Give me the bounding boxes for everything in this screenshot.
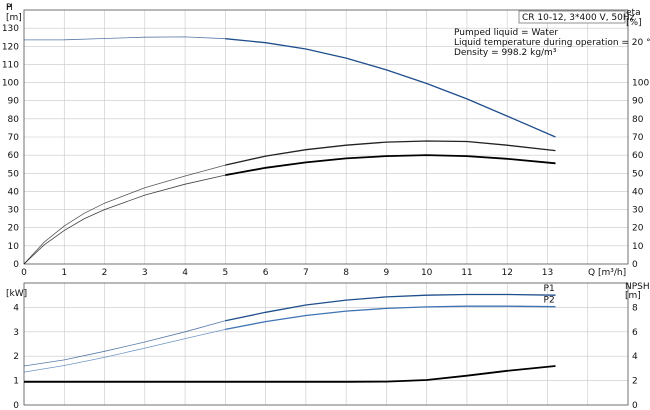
left-axis-tick-label: 110 (2, 60, 19, 70)
x-axis-title: Q [m³/h] (588, 268, 626, 278)
right-axis-unit: [m] (625, 291, 641, 301)
right-axis-tick-label: 40 (632, 187, 644, 197)
series-line-extended (23, 36, 226, 41)
x-axis-tick-label: 3 (142, 268, 148, 278)
right-axis-tick-label: 60 (632, 151, 644, 161)
right-axis-tick-label: 0 (632, 260, 638, 270)
left-axis-tick-label: 3 (13, 328, 19, 338)
left-axis-unit: [kW] (6, 289, 27, 299)
left-axis-unit: [m] (6, 13, 22, 23)
right-axis-tick-label: 8 (632, 303, 638, 313)
head-efficiency-panel: 0102030405060708090100110120130010203040… (2, 3, 650, 278)
x-axis-tick-label: 6 (263, 268, 269, 278)
left-axis-tick-label: 60 (8, 151, 20, 161)
left-axis-tick-label: 1 (13, 377, 19, 387)
left-axis-tick-label: 20 (8, 224, 20, 234)
right-axis-tick-label: 100 (632, 79, 649, 89)
left-axis-tick-label: 40 (8, 187, 20, 197)
left-axis-title: P (6, 3, 12, 13)
series-line-extended (23, 329, 226, 373)
right-axis-tick-label: 4 (632, 352, 638, 362)
x-axis-tick-label: 11 (461, 268, 472, 278)
right-axis-tick-label: 6 (632, 328, 638, 338)
left-axis-tick-label: 100 (2, 79, 19, 89)
left-axis-tick-label: 2 (13, 352, 19, 362)
x-axis-tick-label: 5 (222, 268, 228, 278)
left-axis-tick-label: 120 (2, 42, 19, 52)
x-axis-tick-label: 8 (343, 268, 349, 278)
series-label: P2 (544, 296, 555, 306)
condition-line: Liquid temperature during operation = 20… (454, 38, 650, 48)
x-axis-tick-label: 9 (384, 268, 390, 278)
x-axis-tick-label: 13 (542, 268, 553, 278)
series-line (225, 293, 556, 322)
condition-line: Density = 998.2 kg/m³ (454, 48, 557, 58)
right-axis-tick-label: 50 (632, 169, 644, 179)
series-line (225, 38, 556, 138)
right-axis-tick-label: 80 (632, 115, 644, 125)
series-line (225, 140, 556, 166)
series-line (24, 365, 556, 383)
right-axis-tick-label: 70 (632, 133, 644, 143)
x-axis-tick-label: 12 (501, 268, 512, 278)
condition-line: Pumped liquid = Water (454, 28, 558, 38)
series-line (225, 305, 556, 331)
header-box-text: CR 10-12, 3*400 V, 50Hz (522, 13, 635, 23)
right-axis-tick-label: 90 (632, 97, 644, 107)
right-axis-title: eta (626, 8, 641, 18)
left-axis-tick-label: 4 (13, 303, 19, 313)
left-axis-tick-label: 130 (2, 24, 19, 34)
right-axis-tick-label: 10 (632, 242, 644, 252)
left-axis-tick-label: 10 (8, 242, 20, 252)
left-axis-tick-label: 0 (13, 260, 19, 270)
series-line-extended (23, 164, 226, 265)
plot-frame (23, 282, 629, 406)
x-axis-tick-label: 10 (421, 268, 433, 278)
left-axis-tick-label: 0 (13, 401, 19, 410)
x-axis-tick-label: 2 (102, 268, 108, 278)
series-line-extended (23, 320, 226, 367)
header-box (518, 10, 626, 24)
right-axis-tick-label: 30 (632, 206, 644, 216)
left-axis-tick-label: 80 (8, 115, 20, 125)
x-axis-tick-label: 1 (61, 268, 67, 278)
left-axis-tick-label: 30 (8, 206, 20, 216)
series-line (225, 154, 556, 176)
left-axis-title: H (6, 3, 13, 13)
right-axis-tick-label: 20 (632, 224, 644, 234)
left-axis-tick-label: 90 (8, 97, 20, 107)
left-axis-tick-label: 50 (8, 169, 20, 179)
x-axis-tick-label: 0 (21, 268, 27, 278)
series-label: P1 (544, 284, 555, 294)
right-axis-title: NPSH (625, 282, 650, 292)
right-axis-tick-label: 0 (632, 401, 638, 410)
right-axis-tick-label: 2 (632, 377, 638, 387)
plot-frame (23, 9, 629, 265)
series-line-extended (23, 174, 226, 265)
x-axis-tick-label: 7 (303, 268, 309, 278)
x-axis-tick-label: 4 (182, 268, 188, 278)
left-axis-tick-label: 70 (8, 133, 20, 143)
right-axis-unit: [%] (626, 18, 642, 28)
